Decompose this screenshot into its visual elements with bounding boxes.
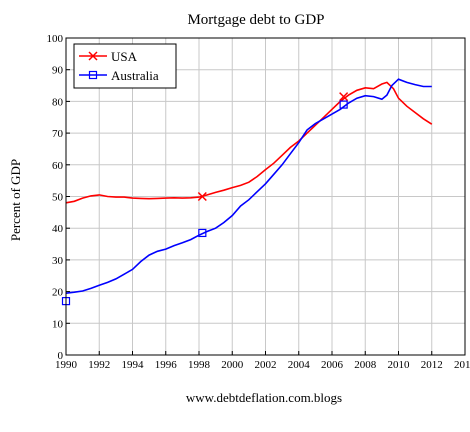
tick-label-y: 20	[52, 287, 64, 299]
legend-marker-usa	[88, 51, 98, 61]
tick-label-x: 2010	[388, 359, 411, 371]
tick-label-x: 1992	[88, 359, 110, 371]
tick-label-y: 70	[52, 128, 64, 140]
tick-label-y: 0	[58, 350, 64, 362]
legend: USA Australia	[73, 43, 177, 89]
chart-title: Mortgage debt to GDP	[187, 12, 324, 28]
tick-label-y: 100	[47, 33, 64, 45]
tick-labels: 0 10 20 30 40 50 60 70 80 90 100 1990 1992 1994 1996 19…	[47, 33, 470, 371]
tick-label-x: 2004	[288, 359, 311, 371]
legend-box	[73, 43, 177, 89]
tick-label-x: 2006	[321, 359, 344, 371]
marker-usa	[197, 191, 207, 202]
tick-label-y: 40	[52, 223, 64, 235]
marker-australia	[339, 100, 348, 109]
series-line-australia	[65, 78, 432, 294]
marker-australia	[198, 228, 207, 238]
marker-usa	[339, 92, 349, 102]
tick-label-y: 50	[52, 192, 64, 204]
series-line-usa	[65, 81, 433, 204]
tick-label-x: 2014	[454, 359, 470, 371]
legend-marker-australia	[88, 70, 98, 80]
legend-label-usa: USA	[111, 49, 138, 64]
tick-label-x: 1998	[188, 359, 211, 371]
y-axis-label: Percent of GDP	[8, 159, 23, 241]
tick-label-y: 30	[52, 255, 64, 267]
series-layer	[61, 78, 433, 306]
plot-frame	[65, 37, 466, 356]
legend-label-australia: Australia	[111, 68, 159, 83]
marker-stroke	[197, 191, 207, 202]
tick-label-x: 2012	[421, 359, 443, 371]
tick-label-y: 80	[52, 96, 64, 108]
tick-label-x: 1996	[155, 359, 178, 371]
tick-label-x: 2008	[354, 359, 377, 371]
marker-stroke	[339, 92, 349, 102]
tick-label-y: 90	[52, 65, 64, 77]
tick-label-x: 1990	[55, 359, 78, 371]
tick-label-x: 2000	[221, 359, 244, 371]
tick-label-x: 1994	[122, 359, 145, 371]
tick-label-x: 2002	[255, 359, 277, 371]
tick-label-y: 10	[52, 318, 64, 330]
x-axis-label: www.debtdeflation.com.blogs	[186, 390, 342, 405]
tick-label-y: 60	[52, 160, 64, 172]
